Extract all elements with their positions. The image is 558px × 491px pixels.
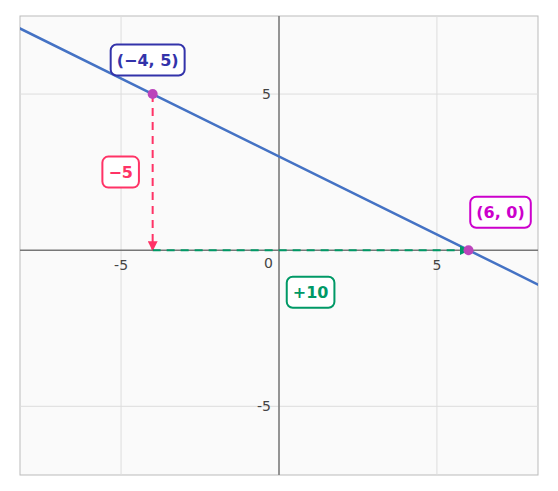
annotation: −5 [102, 157, 139, 188]
point [148, 89, 158, 99]
annotation: (6, 0) [470, 197, 531, 228]
annotation-box [287, 277, 335, 308]
y-axis [278, 16, 280, 475]
y-tick-label: 5 [262, 86, 271, 102]
plot-area [20, 16, 538, 475]
x-tick-label: -5 [114, 257, 128, 273]
x-tick-label: 0 [264, 255, 273, 271]
annotation-box [111, 45, 185, 76]
annotation: +10 [287, 277, 335, 308]
run-arrow [153, 249, 469, 251]
y-tick-label: -5 [257, 398, 271, 414]
annotation-text: −5 [108, 163, 133, 182]
annotation: (−4, 5) [111, 45, 185, 76]
x-axis [20, 249, 538, 251]
annotation-text: +10 [293, 283, 329, 302]
x-grid-line [279, 16, 280, 475]
x-tick-label: 5 [432, 257, 441, 273]
point [464, 245, 474, 255]
chart: -5 0 5 -5 5 (−4, 5) (6, 0) −5 +10 [0, 0, 558, 491]
rise-arrow [152, 94, 154, 250]
annotation-text: (6, 0) [476, 203, 525, 222]
annotation-box [102, 157, 139, 188]
line [20, 16, 538, 475]
annotation-text: (−4, 5) [117, 51, 179, 70]
annotation-box [470, 197, 531, 228]
